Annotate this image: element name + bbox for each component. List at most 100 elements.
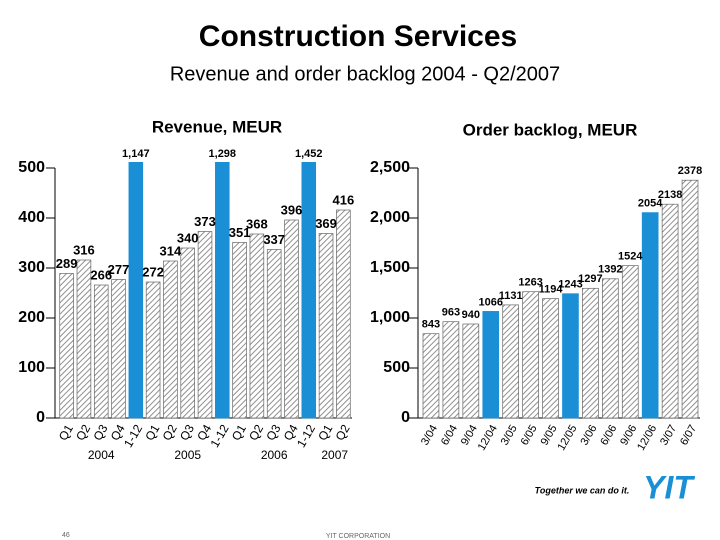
x-tick-label: Q1 — [315, 422, 335, 443]
value-label: 314 — [160, 243, 182, 258]
x-tick-label: 6/05 — [519, 423, 540, 448]
bar — [59, 273, 74, 419]
bar — [197, 231, 213, 419]
bar — [249, 233, 265, 419]
footer: YIT CORPORATION — [326, 533, 390, 540]
x-tick-label: 6/04 — [439, 423, 460, 448]
bar — [601, 278, 619, 419]
bar — [318, 233, 334, 419]
bar — [266, 249, 282, 419]
logo: YIT — [643, 469, 695, 505]
group-label: 2004 — [88, 448, 115, 462]
value-label: 277 — [108, 262, 130, 277]
value-label: 940 — [462, 309, 480, 321]
page-number: 46 — [62, 532, 70, 539]
x-tick-label: 3/07 — [658, 423, 679, 448]
chart-title: Order backlog, MEUR — [463, 120, 638, 139]
value-label: 351 — [229, 225, 251, 240]
bar — [542, 298, 559, 419]
x-tick-label: 3/05 — [499, 423, 520, 448]
bars — [59, 162, 351, 419]
bar — [215, 162, 230, 419]
value-label: 1,298 — [209, 148, 237, 160]
bar — [462, 323, 480, 419]
group-label: 2006 — [261, 448, 288, 462]
bar — [111, 279, 126, 419]
bar — [284, 219, 299, 419]
value-label: 416 — [333, 192, 355, 207]
y-tick-label: 400 — [18, 209, 45, 226]
value-label: 2054 — [638, 198, 663, 210]
value-label: 843 — [422, 319, 440, 331]
bar — [232, 242, 247, 419]
value-label: 289 — [56, 256, 78, 271]
bar — [502, 304, 520, 419]
bar — [641, 212, 659, 419]
x-tick-label: 3/06 — [578, 423, 599, 448]
x-tick-label: Q1 — [56, 422, 76, 443]
y-tick-label: 100 — [18, 359, 45, 376]
bar — [422, 333, 440, 419]
value-label: 396 — [281, 202, 303, 217]
y-tick-label: 500 — [18, 159, 45, 176]
value-label: 340 — [177, 230, 199, 245]
y-tick-label: 2,000 — [370, 209, 410, 226]
value-label: 272 — [142, 264, 164, 279]
bar — [180, 247, 195, 419]
slide-subtitle: Revenue and order backlog 2004 - Q2/2007 — [170, 63, 560, 85]
x-tick-label: 12/05 — [555, 423, 579, 453]
value-label: 1524 — [618, 251, 643, 263]
value-label: 337 — [263, 232, 285, 247]
x-tick-label: 12/04 — [476, 423, 500, 453]
bar — [163, 260, 178, 419]
chart-title: Revenue, MEUR — [152, 117, 282, 136]
y-tick-label: 500 — [383, 359, 410, 376]
bar — [128, 162, 144, 419]
group-label: 2007 — [321, 448, 348, 462]
x-tick-label: 6/06 — [598, 423, 619, 448]
value-label: 373 — [194, 214, 216, 229]
y-tick-label: 2,500 — [370, 159, 410, 176]
x-tick-label: Q2 — [73, 422, 93, 443]
value-label: 1194 — [539, 284, 564, 296]
value-label: 2378 — [678, 165, 702, 177]
x-tick-label: 12/06 — [635, 423, 659, 453]
x-tick-label: Q1 — [229, 422, 249, 443]
y-tick-label: 0 — [36, 409, 45, 426]
value-label: 368 — [246, 216, 268, 231]
tagline: Together we can do it. — [535, 485, 630, 495]
value-label: 369 — [315, 216, 337, 231]
value-label: 1066 — [479, 296, 503, 308]
x-tick-label: Q2 — [160, 422, 180, 443]
value-label: 1297 — [578, 273, 602, 285]
x-tick-label: Q2 — [246, 422, 266, 443]
bar — [145, 281, 161, 419]
value-label: 1392 — [598, 264, 622, 276]
bar — [661, 203, 679, 419]
bar — [301, 162, 317, 419]
x-tick-label: Q1 — [142, 422, 162, 443]
bar — [522, 291, 539, 419]
value-label: 2138 — [658, 189, 682, 201]
value-label: 963 — [442, 307, 460, 319]
bar — [76, 259, 92, 419]
bar — [681, 179, 699, 419]
bar — [442, 321, 460, 419]
bar — [482, 311, 500, 419]
x-tick-label: 6/07 — [678, 423, 699, 448]
value-label: 1131 — [499, 290, 523, 302]
bar — [621, 265, 639, 419]
x-tick-label: Q2 — [333, 422, 353, 443]
group-label: 2005 — [174, 448, 201, 462]
value-label: 1,147 — [122, 148, 150, 160]
y-tick-label: 1,500 — [370, 259, 410, 276]
bar — [562, 293, 579, 419]
x-tick-label: Q3 — [90, 422, 110, 443]
value-label: 266 — [90, 267, 112, 282]
value-label: 1243 — [558, 279, 582, 291]
y-tick-label: 200 — [18, 309, 45, 326]
x-tick-label: Q3 — [177, 422, 197, 443]
y-tick-label: 0 — [401, 409, 410, 426]
slide-title: Construction Services — [199, 20, 517, 53]
